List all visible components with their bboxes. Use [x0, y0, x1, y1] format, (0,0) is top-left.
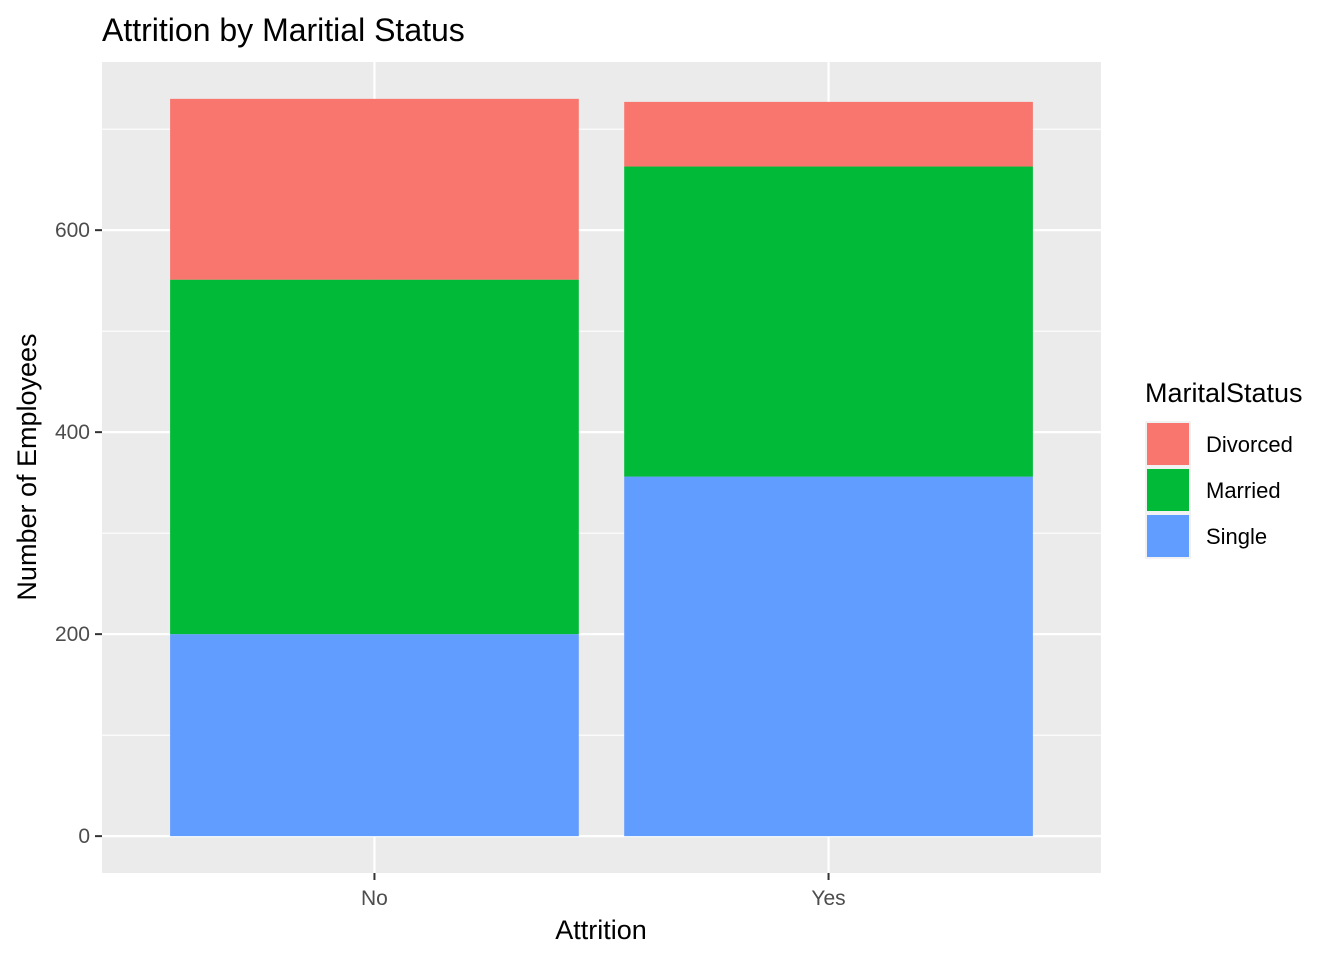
- y-tick-label: 0: [78, 825, 90, 848]
- legend-items: Divorced Married Single: [1145, 421, 1293, 559]
- legend: MaritalStatus Divorced Married Single: [1145, 378, 1303, 559]
- y-tick-label: 200: [55, 623, 90, 646]
- chart-title: Attrition by Maritial Status: [102, 12, 465, 48]
- legend-swatch-divorced: [1147, 423, 1189, 465]
- x-tick-label: Yes: [811, 887, 845, 910]
- x-axis: No Yes: [361, 873, 846, 910]
- y-tick-label: 400: [55, 421, 90, 444]
- legend-title: MaritalStatus: [1145, 378, 1303, 408]
- legend-label-married: Married: [1206, 478, 1281, 503]
- bars: [170, 98, 1033, 837]
- bar-divorced-yes: [624, 101, 1033, 167]
- y-tick-label: 600: [55, 219, 90, 242]
- legend-label-divorced: Divorced: [1206, 432, 1293, 457]
- y-axis: 0 200 400 600: [55, 219, 102, 848]
- x-axis-title: Attrition: [555, 915, 647, 945]
- legend-swatch-single: [1147, 515, 1189, 557]
- bar-single-no: [170, 634, 579, 837]
- bar-divorced-no: [170, 98, 579, 280]
- legend-swatch-married: [1147, 469, 1189, 511]
- bar-married-no: [170, 279, 579, 635]
- legend-label-single: Single: [1206, 524, 1267, 549]
- bar-single-yes: [624, 476, 1033, 837]
- bar-married-yes: [624, 166, 1033, 477]
- x-tick-label: No: [361, 887, 388, 910]
- y-axis-title: Number of Employees: [12, 333, 42, 600]
